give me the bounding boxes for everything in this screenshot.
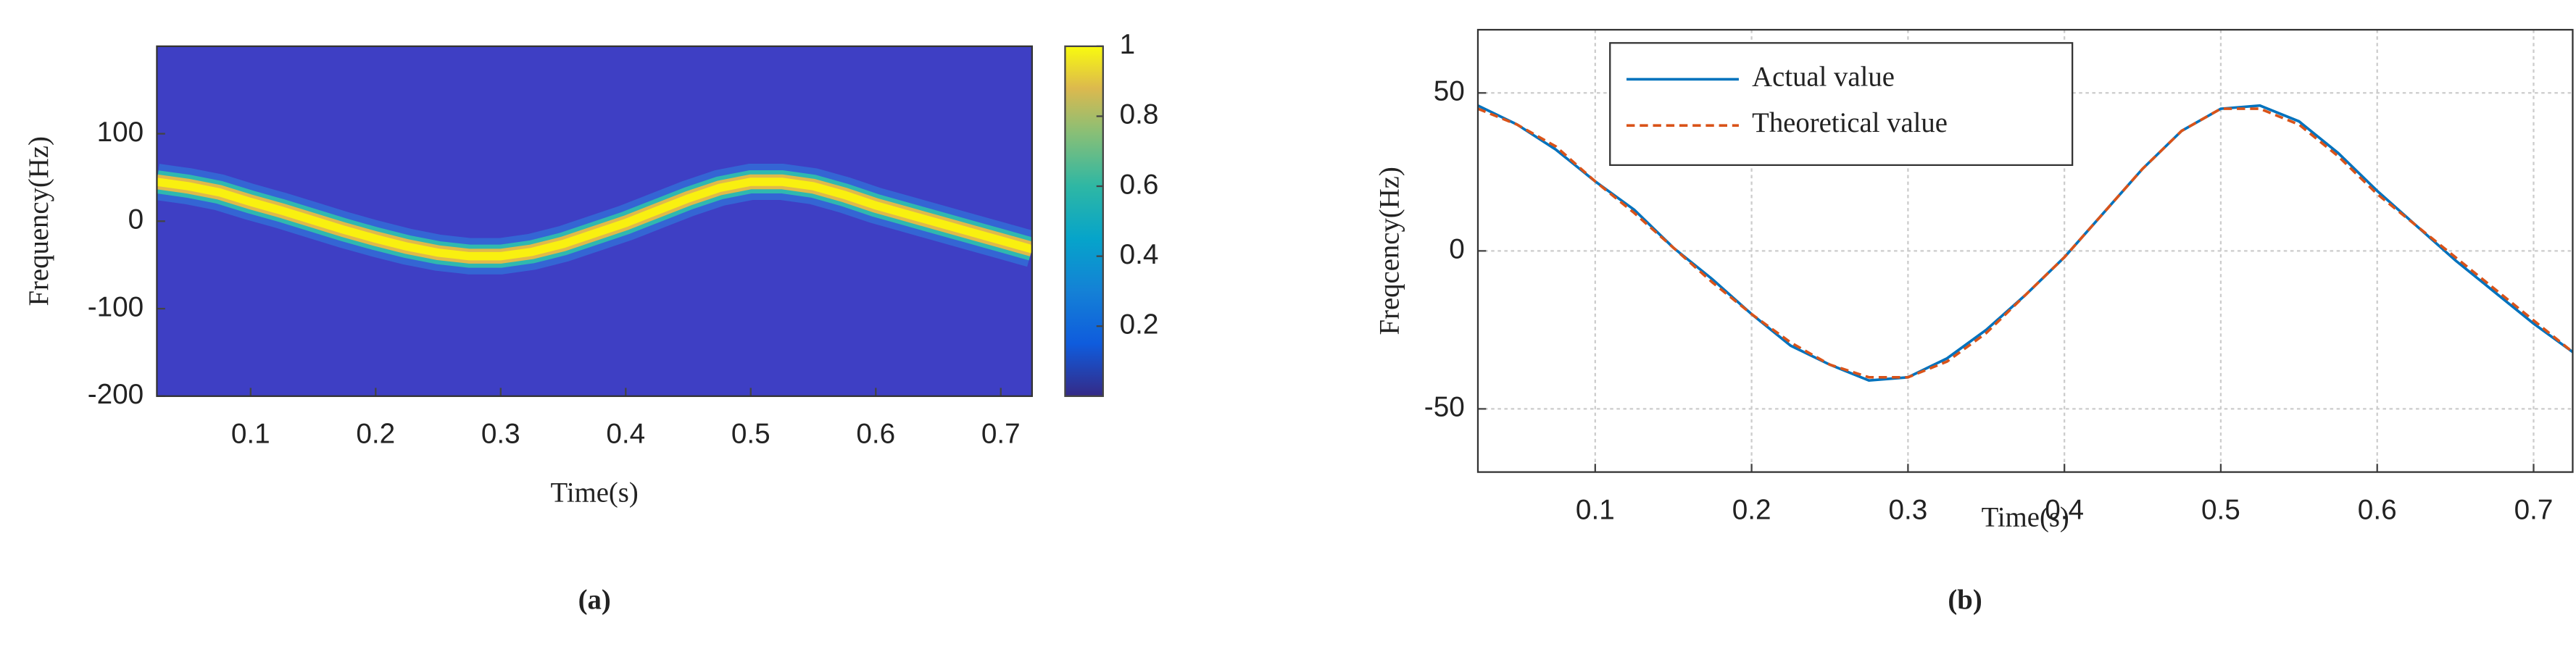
x-tick-label: 0.2	[356, 419, 395, 450]
y-tick-label: 50	[1434, 76, 1465, 107]
y-tick-label: -50	[1424, 392, 1465, 423]
x-tick-label: 0.3	[1888, 495, 1927, 526]
colorbar-tick-label: 0.2	[1120, 309, 1159, 340]
x-tick-label: 0.2	[1732, 495, 1771, 526]
legend-box	[1609, 42, 2074, 167]
x-tick-label: 0.4	[606, 419, 645, 450]
y-tick-label: 0	[128, 204, 144, 235]
x-tick-label: 0.6	[856, 419, 895, 450]
axes-frame	[156, 45, 1034, 397]
colorbar-tick-label: 0.4	[1120, 239, 1159, 270]
y-tick-label: 0	[1449, 234, 1465, 265]
x-tick-label: 0.6	[2358, 495, 2397, 526]
colorbar-tick-label: 0.6	[1120, 169, 1159, 200]
y-axis-label: Freqcency(Hz)	[1374, 167, 1405, 335]
x-axis-label: Time(s)	[551, 477, 639, 508]
panel-caption: (a)	[578, 584, 611, 615]
ridge	[157, 177, 1032, 261]
x-tick-label: 0.5	[731, 419, 770, 450]
x-tick-label: 0.1	[231, 419, 270, 450]
y-axis-label: Frequency(Hz)	[23, 136, 54, 306]
colorbar-tick-label: 0.8	[1120, 99, 1159, 130]
axes-frame	[1476, 28, 2574, 473]
legend-label: Actual value	[1752, 61, 1895, 92]
panel-caption: (b)	[1948, 584, 1982, 615]
x-tick-label: 0.7	[981, 419, 1021, 450]
heatmap-ridge	[157, 163, 1032, 275]
x-tick-label: 0.3	[481, 419, 520, 450]
series-line	[1477, 107, 2573, 379]
x-tick-label: 0.5	[2201, 495, 2240, 526]
colorbar	[1064, 45, 1104, 397]
y-tick-label: -100	[88, 291, 144, 322]
y-tick-label: 100	[97, 117, 144, 148]
colorbar-tick-label: 1	[1120, 29, 1136, 60]
lines	[1477, 104, 2573, 383]
x-tick-label: 0.4	[2045, 495, 2084, 526]
x-tick-label: 0.1	[1576, 495, 1615, 526]
legend-label: Theoretical value	[1752, 107, 1948, 138]
y-tick-label: -200	[88, 379, 144, 410]
x-axis-label: Time(s)	[1982, 502, 2069, 533]
x-tick-label: 0.7	[2514, 495, 2554, 526]
